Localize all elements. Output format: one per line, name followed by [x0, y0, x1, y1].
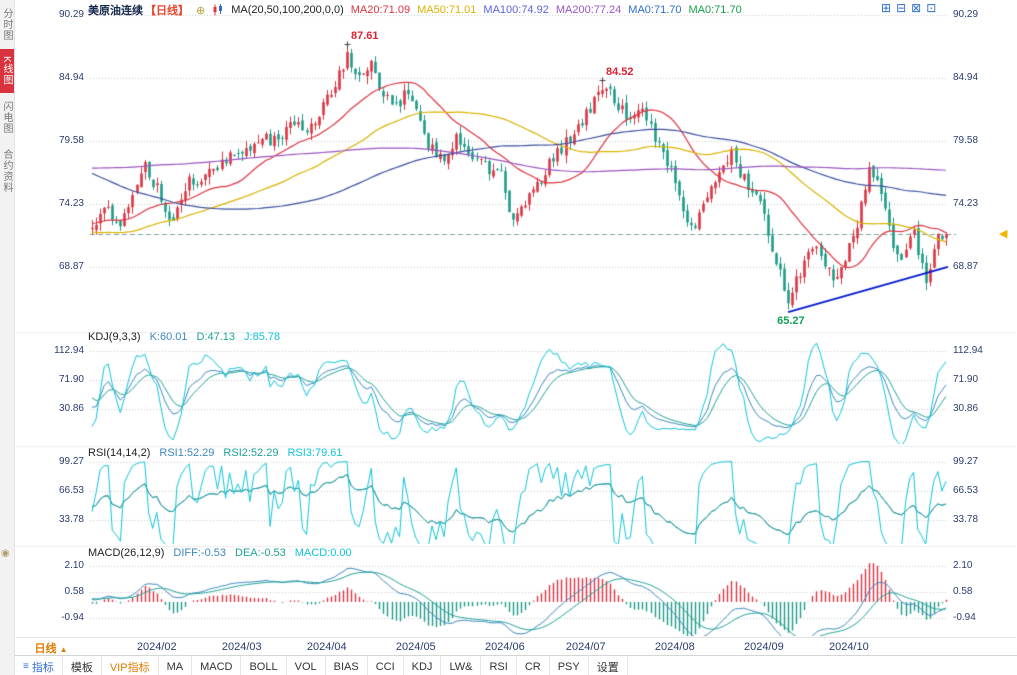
sidebar-tab-flash[interactable]: 闪电图 — [1, 100, 12, 134]
cr-button[interactable]: CR — [517, 656, 550, 675]
lw-button[interactable]: LW& — [441, 656, 482, 675]
macd-panel-header: MACD(26,12,9) DIFF:-0.53 DEA:-0.53 MACD:… — [88, 547, 352, 559]
bottom-toolbar: ≡ 指标 模板 VIP指标 MA MACD BOLL VOL BIAS CCI K… — [15, 655, 1017, 675]
sidebar-tab-contract-info[interactable]: 合约资料 — [1, 148, 12, 193]
macd-bar-value: MACD:0.00 — [294, 547, 352, 559]
rsi3-value: RSI3:79.61 — [287, 447, 343, 459]
macd-button[interactable]: MACD — [192, 656, 242, 675]
grid-layout-icon[interactable]: ⊞ — [881, 1, 892, 15]
ma0-value-2: MA0:71.70 — [688, 4, 742, 16]
x-axis-month-label: 2024/08 — [654, 641, 695, 653]
indicator-tab[interactable]: ≡ 指标 — [15, 656, 63, 675]
maximize-layout-icon[interactable]: ⊡ — [926, 1, 937, 15]
ma-group-label: MA(20,50,100,200,0,0) — [231, 4, 344, 16]
boll-button[interactable]: BOLL — [241, 656, 287, 675]
ma50-value: MA50:71.01 — [417, 4, 477, 16]
kdj-k-value: K:60.01 — [149, 331, 188, 343]
vip-indicator-tab[interactable]: VIP指标 — [102, 656, 159, 675]
x-axis-month-label: 2024/02 — [136, 641, 177, 653]
template-tab[interactable]: 模板 — [63, 656, 102, 675]
circle-plus-icon[interactable]: ⊕ — [196, 4, 206, 17]
kdj-button[interactable]: KDJ — [404, 656, 442, 675]
left-sidebar: 分时图 K线图 闪电图 合约资料 ◉ — [0, 0, 15, 675]
period-tag: 【日线】 — [145, 5, 189, 17]
macd-diff-value: DIFF:-0.53 — [173, 547, 226, 559]
horizontal-split-icon[interactable]: ⊟ — [896, 1, 907, 15]
vertical-split-icon[interactable]: ⊠ — [911, 1, 922, 15]
rsi-button[interactable]: RSI — [481, 656, 517, 675]
rsi-panel-header: RSI(14,14,2) RSI1:52.29 RSI2:52.29 RSI3:… — [88, 447, 343, 459]
x-axis-month-label: 2024/09 — [743, 641, 784, 653]
menu-icon: ≡ — [23, 661, 29, 672]
kline-style-icon[interactable] — [212, 4, 224, 16]
ma20-value: MA20:71.09 — [350, 4, 411, 16]
x-axis-month-label: 2024/03 — [221, 641, 262, 653]
rsi1-value: RSI1:52.29 — [159, 447, 215, 459]
main-chart-header: 美原油连续 【日线】 ⊕ MA(20,50,100,200,0,0) MA20:7… — [88, 2, 742, 18]
kdj-d-value: D:47.13 — [196, 331, 236, 343]
ma-button[interactable]: MA — [159, 656, 193, 675]
settings-button[interactable]: 设置 — [589, 656, 628, 675]
period-dropdown-arrow-icon: ▲ — [59, 645, 68, 654]
psy-button[interactable]: PSY — [550, 656, 589, 675]
kdj-panel-header: KDJ(9,3,3) K:60.01 D:47.13 J:85.78 — [88, 331, 280, 343]
vol-button[interactable]: VOL — [287, 656, 326, 675]
ma0-value-1: MA0:71.70 — [628, 4, 682, 16]
cci-button[interactable]: CCI — [368, 656, 404, 675]
chart-canvas[interactable] — [0, 0, 1017, 638]
period-label: 日线 — [34, 643, 57, 655]
x-axis-month-label: 2024/10 — [828, 641, 869, 653]
x-axis-month-label: 2024/06 — [484, 641, 525, 653]
sidebar-tab-kline[interactable]: K线图 — [0, 49, 14, 93]
kdj-j-value: J:85.78 — [244, 331, 281, 343]
symbol-title: 美原油连续 — [88, 5, 143, 17]
sidebar-tab-timeshare[interactable]: 分时图 — [1, 8, 12, 41]
ma100-value: MA100:74.92 — [483, 4, 549, 16]
x-axis-month-label: 2024/07 — [565, 641, 606, 653]
ma200-value: MA200:77.24 — [555, 4, 622, 16]
rsi-title: RSI(14,14,2) — [88, 447, 151, 459]
chart-layout-toolbar: ⊞ ⊟ ⊠ ⊡ — [881, 2, 936, 14]
indicator-settings-icon[interactable]: ◉ — [1, 548, 10, 559]
macd-title: MACD(26,12,9) — [88, 547, 165, 559]
kdj-title: KDJ(9,3,3) — [88, 331, 141, 343]
bias-button[interactable]: BIAS — [326, 656, 368, 675]
x-axis-month-label: 2024/04 — [306, 641, 347, 653]
rsi2-value: RSI2:52.29 — [223, 447, 279, 459]
x-axis-month-label: 2024/05 — [395, 641, 436, 653]
macd-dea-value: DEA:-0.53 — [235, 547, 286, 559]
